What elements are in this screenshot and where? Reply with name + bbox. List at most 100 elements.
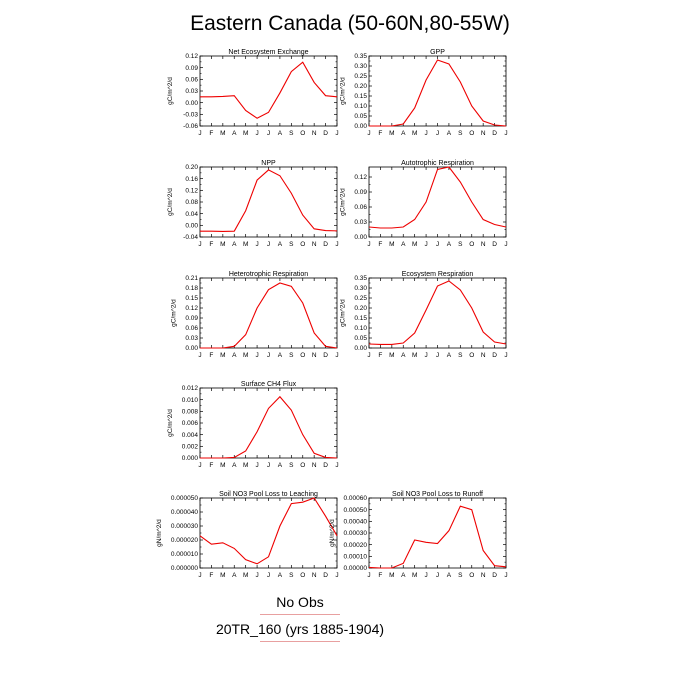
x-tick-label: J	[367, 241, 370, 248]
y-tick-label: 0.05	[354, 113, 367, 120]
y-tick-label: 0.12	[354, 174, 367, 181]
y-tick-label: 0.20	[354, 305, 367, 312]
y-axis-label: gN/m^2/d	[156, 519, 163, 547]
x-tick-label: M	[243, 241, 248, 248]
x-tick-label: M	[412, 352, 417, 359]
x-tick-label: O	[300, 572, 305, 579]
x-tick-label: N	[312, 241, 317, 248]
series-line	[200, 395, 338, 459]
y-axis-label: gC/m^2/d	[167, 77, 174, 105]
x-tick-label: M	[243, 462, 248, 469]
y-tick-label: 0.06	[185, 77, 198, 84]
x-tick-label: S	[458, 572, 463, 579]
x-tick-label: M	[412, 572, 417, 579]
x-tick-label: M	[389, 352, 394, 359]
x-tick-label: J	[267, 130, 270, 137]
x-tick-label: J	[424, 352, 427, 359]
x-tick-label: D	[492, 241, 497, 248]
y-tick-label: 0.00030	[344, 530, 368, 537]
y-tick-label: 0.09	[185, 315, 198, 322]
x-tick-label: J	[255, 352, 258, 359]
y-axis-label: gC/m^2/d	[167, 409, 174, 437]
y-tick-label: 0.12	[185, 53, 198, 60]
chart-panel: NPP-0.040.000.040.080.120.160.20J F M A M J J A…	[167, 160, 339, 248]
series-line	[368, 166, 507, 229]
plot-frame	[199, 387, 338, 459]
x-tick-label: J	[424, 241, 427, 248]
x-tick-label: F	[209, 572, 213, 579]
x-tick-label: A	[232, 130, 237, 137]
x-tick-label: J	[198, 130, 201, 137]
chart-panel: Surface CH4 Flux 0.000 0.002 0.004 0.006 0.00…	[167, 381, 339, 469]
x-tick-label: D	[323, 352, 328, 359]
y-tick-label: 0.000030	[171, 523, 198, 530]
y-tick-label: 0.30	[354, 63, 367, 70]
x-tick-label: J	[335, 572, 338, 579]
x-tick-label: D	[492, 130, 497, 137]
y-axis-label: gC/m^2/d	[340, 299, 347, 327]
x-tick-label: A	[232, 462, 237, 469]
panel-title: Heterotrophic Respiration	[229, 271, 308, 278]
y-tick-label: 0.000020	[171, 537, 198, 544]
y-tick-label: 0.05	[354, 335, 367, 342]
x-tick-label: N	[312, 130, 317, 137]
x-tick-label: A	[401, 572, 406, 579]
y-tick-label: 0.03	[185, 335, 198, 342]
y-tick-label: -0.06	[183, 123, 198, 130]
x-tick-label: D	[492, 352, 497, 359]
x-tick-label: A	[278, 352, 283, 359]
x-tick-label: M	[389, 241, 394, 248]
y-tick-label: 0.12	[185, 188, 198, 195]
x-tick-label: J	[436, 130, 439, 137]
page-title: Eastern Canada (50-60N,80-55W)	[190, 12, 510, 35]
x-tick-label: F	[378, 130, 382, 137]
x-tick-label: J	[367, 352, 370, 359]
x-tick-label: J	[424, 130, 427, 137]
x-tick-label: N	[481, 130, 486, 137]
y-tick-label: 0.000	[182, 455, 199, 462]
y-tick-label: 0.20	[354, 83, 367, 90]
y-axis-label: gC/m^2/d	[171, 299, 178, 327]
x-tick-label: M	[389, 130, 394, 137]
panel-title: Autotrophic Respiration	[401, 160, 474, 167]
x-tick-label: O	[469, 352, 474, 359]
x-tick-label: M	[389, 572, 394, 579]
plot-frame	[199, 277, 338, 349]
legend: No Obs 20TR_160 (yrs 1885-1904)	[210, 594, 390, 648]
chart-panel: Ecosystem Respiration 0.00 0.05 0.10 0.15 0.2…	[340, 271, 508, 359]
panel-title: Soil NO3 Pool Loss to Runoff	[392, 491, 483, 498]
x-tick-label: N	[312, 572, 317, 579]
x-tick-label: J	[436, 352, 439, 359]
x-tick-label: M	[243, 352, 248, 359]
x-tick-label: O	[300, 241, 305, 248]
y-tick-label: 0.00	[354, 345, 367, 352]
x-tick-label: J	[436, 241, 439, 248]
x-tick-label: F	[209, 241, 213, 248]
x-tick-label: O	[300, 462, 305, 469]
legend-line	[260, 641, 340, 642]
y-tick-label: 0.00	[354, 123, 367, 130]
y-tick-label: 0.16	[185, 176, 198, 183]
x-tick-label: D	[323, 572, 328, 579]
x-tick-label: J	[255, 572, 258, 579]
x-tick-label: J	[504, 352, 507, 359]
panel-title: Soil NO3 Pool Loss to Leaching	[219, 491, 318, 498]
x-tick-label: J	[504, 572, 507, 579]
x-tick-label: M	[243, 572, 248, 579]
x-tick-label: D	[323, 241, 328, 248]
x-tick-label: J	[267, 241, 270, 248]
x-tick-label: D	[323, 130, 328, 137]
y-tick-label: 0.06	[354, 204, 367, 211]
y-tick-label: 0.10	[354, 103, 367, 110]
y-tick-label: 0.35	[354, 53, 367, 60]
y-tick-label: 0.00	[185, 223, 198, 230]
y-tick-label: 0.00	[354, 234, 367, 241]
x-tick-label: N	[481, 352, 486, 359]
x-tick-label: J	[335, 130, 338, 137]
x-tick-label: M	[220, 572, 225, 579]
chart-panel: Soil NO3 Pool Loss to Leaching 0.000000 0.…	[156, 491, 338, 579]
x-tick-label: A	[447, 241, 452, 248]
x-tick-label: J	[335, 352, 338, 359]
x-tick-label: N	[312, 352, 317, 359]
